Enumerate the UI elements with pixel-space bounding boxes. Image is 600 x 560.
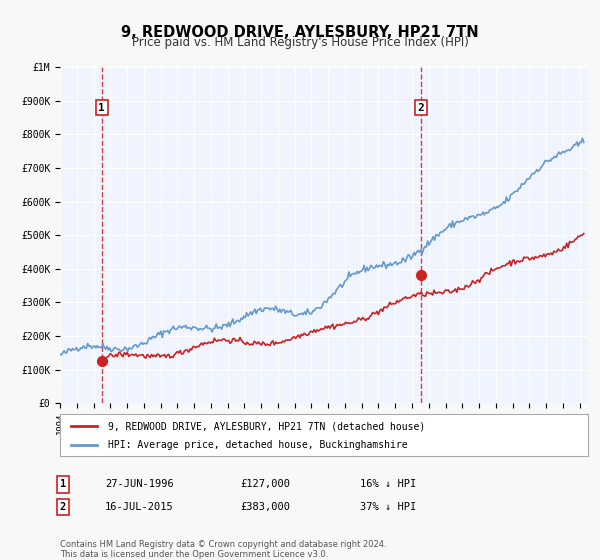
Text: 1: 1 — [98, 102, 105, 113]
Text: £383,000: £383,000 — [240, 502, 290, 512]
Text: This data is licensed under the Open Government Licence v3.0.: This data is licensed under the Open Gov… — [60, 550, 328, 559]
Text: 27-JUN-1996: 27-JUN-1996 — [105, 479, 174, 489]
Text: 2: 2 — [60, 502, 66, 512]
Text: Price paid vs. HM Land Registry's House Price Index (HPI): Price paid vs. HM Land Registry's House … — [131, 36, 469, 49]
Text: HPI: Average price, detached house, Buckinghamshire: HPI: Average price, detached house, Buck… — [107, 440, 407, 450]
Text: 2: 2 — [418, 102, 424, 113]
Text: 37% ↓ HPI: 37% ↓ HPI — [360, 502, 416, 512]
Text: £127,000: £127,000 — [240, 479, 290, 489]
Text: 9, REDWOOD DRIVE, AYLESBURY, HP21 7TN (detached house): 9, REDWOOD DRIVE, AYLESBURY, HP21 7TN (d… — [107, 421, 425, 431]
Text: 1: 1 — [60, 479, 66, 489]
Text: 9, REDWOOD DRIVE, AYLESBURY, HP21 7TN: 9, REDWOOD DRIVE, AYLESBURY, HP21 7TN — [121, 25, 479, 40]
Text: Contains HM Land Registry data © Crown copyright and database right 2024.: Contains HM Land Registry data © Crown c… — [60, 540, 386, 549]
Text: 16-JUL-2015: 16-JUL-2015 — [105, 502, 174, 512]
Text: 16% ↓ HPI: 16% ↓ HPI — [360, 479, 416, 489]
